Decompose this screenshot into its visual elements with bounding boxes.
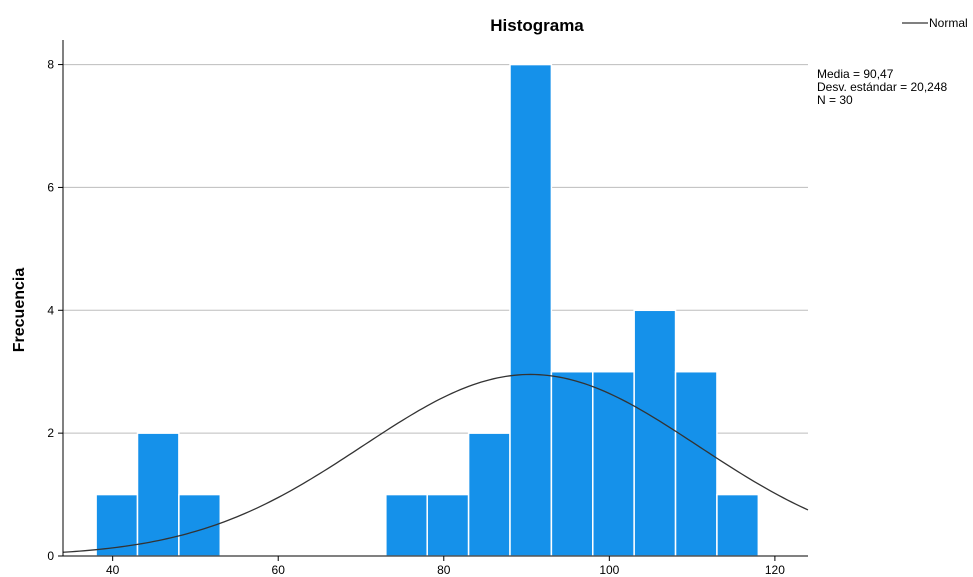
x-tick-label: 40: [106, 563, 120, 577]
y-tick-label: 2: [47, 426, 54, 440]
normal-curve: [62, 373, 809, 553]
legend-entry-normal: Normal: [929, 16, 968, 30]
histogram-bar: [426, 493, 470, 557]
stats-box: Media = 90,47 Desv. estándar = 20,248 N …: [817, 67, 948, 107]
y-axis-label: Frecuencia: [11, 268, 28, 353]
histogram-bar: [633, 309, 677, 557]
histogram-bar: [674, 370, 718, 557]
chart-title: Histograma: [490, 16, 584, 35]
tick-labels: 0 2 4 6 8 40 60 80 100 120: [47, 58, 785, 577]
y-tick-label: 6: [47, 180, 54, 194]
axes: [62, 40, 808, 557]
stat-n: N = 30: [817, 93, 853, 107]
stat-std-dev: Desv. estándar = 20,248: [817, 80, 948, 94]
histogram-bar: [467, 432, 511, 557]
histogram-bar: [509, 63, 553, 557]
x-tick-label: 60: [272, 563, 286, 577]
stat-mean: Media = 90,47: [817, 67, 894, 81]
histogram-bar: [592, 370, 635, 557]
legend: Normal: [902, 16, 968, 30]
y-tick-label: 4: [47, 303, 54, 317]
histogram-bar: [716, 493, 760, 557]
x-tick-label: 100: [599, 563, 619, 577]
histogram-bar: [385, 493, 428, 557]
x-tick-label: 120: [765, 563, 785, 577]
y-tick-label: 8: [47, 58, 54, 72]
y-tick-label: 0: [47, 549, 54, 563]
x-tick-label: 80: [437, 563, 451, 577]
histogram-bar: [550, 370, 594, 557]
